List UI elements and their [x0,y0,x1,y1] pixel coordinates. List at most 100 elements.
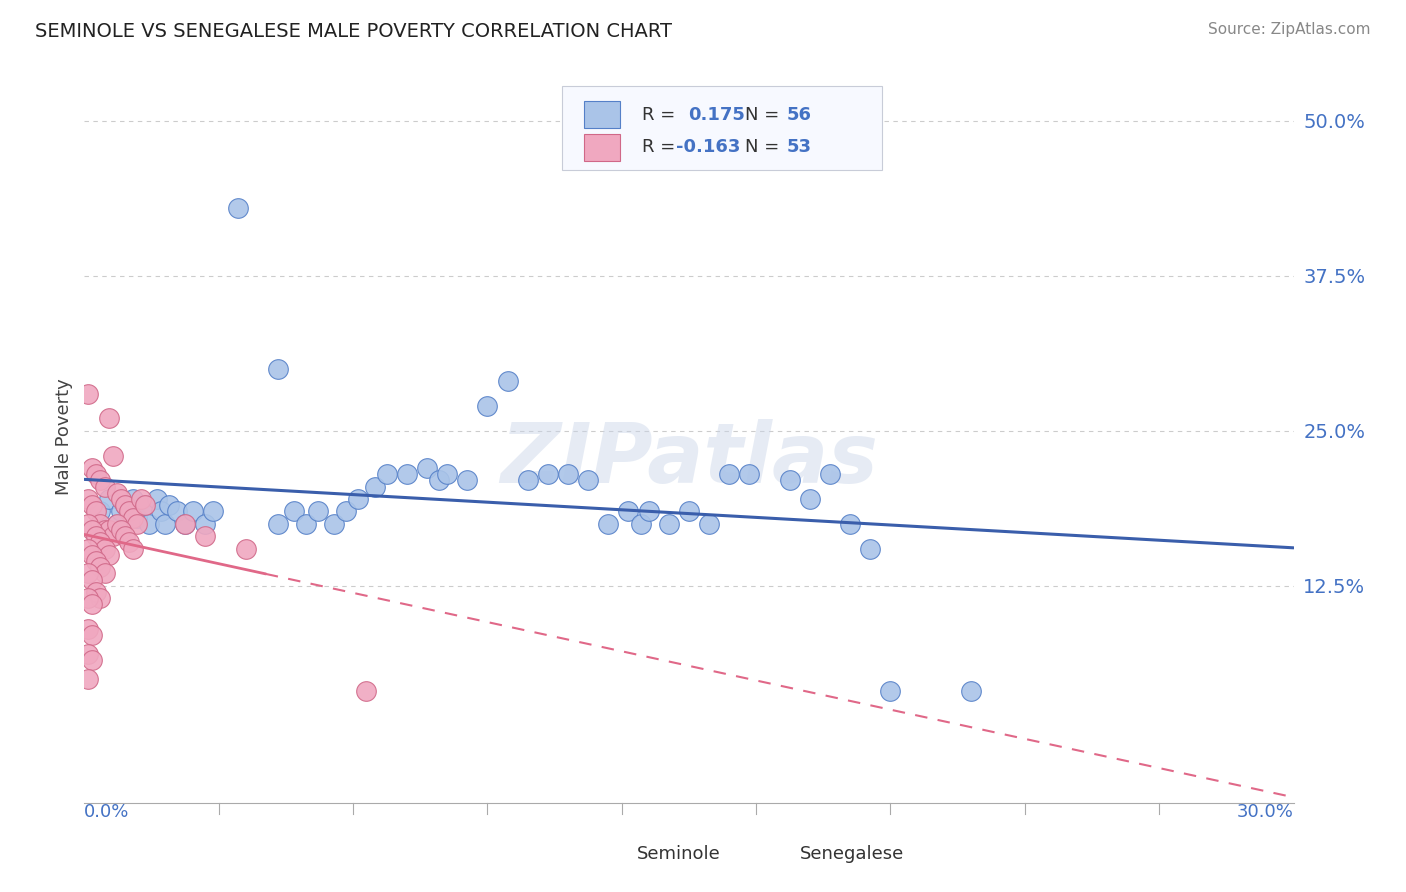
Point [82,573,104,587]
Point [202,504,225,518]
Point [77,386,100,401]
Point [101,529,124,543]
Point [77,566,100,581]
Point [77,622,100,636]
Point [114,498,136,512]
Point [347,491,370,506]
Point [105,516,128,531]
Point [118,504,141,518]
Point [110,523,132,537]
Point [121,510,143,524]
Point [121,541,143,556]
Point [395,467,418,482]
Point [146,491,169,506]
Point [960,684,983,698]
Point [839,516,862,531]
Point [89,504,111,518]
Point [537,467,560,482]
Point [323,516,346,531]
Point [82,628,104,642]
Point [456,474,478,488]
Point [93,523,115,537]
Point [77,591,100,606]
Point [267,362,290,376]
Point [181,504,204,518]
Point [82,653,104,667]
Point [93,541,115,556]
Point [93,566,115,581]
Point [86,504,108,518]
FancyBboxPatch shape [562,86,883,170]
Point [97,491,120,506]
Point [818,467,841,482]
Point [97,548,120,562]
Point [738,467,761,482]
Point [82,523,104,537]
Point [375,467,398,482]
Point [859,541,882,556]
Point [363,480,385,494]
Point [166,504,188,518]
Point [86,554,108,568]
Point [82,598,104,612]
Point [226,201,249,215]
Text: R =: R = [641,105,681,123]
Bar [583,134,620,161]
Text: 0.0%: 0.0% [84,803,129,821]
Point [129,491,152,506]
Point [149,504,172,518]
Bar [762,842,789,866]
Point [110,504,132,518]
Text: -0.163: -0.163 [676,138,740,156]
Point [416,461,439,475]
Point [89,560,111,574]
Text: 30.0%: 30.0% [1237,803,1294,821]
Point [427,474,450,488]
Point [97,411,120,425]
Point [598,516,620,531]
Point [89,591,111,606]
Point [718,467,741,482]
Point [101,449,124,463]
Text: Senegalese: Senegalese [800,845,904,863]
Point [89,535,111,549]
Point [86,529,108,543]
Point [134,498,156,512]
Point [516,474,538,488]
Point [77,541,100,556]
Point [93,480,115,494]
Point [82,498,104,512]
Point [97,523,120,537]
Text: SEMINOLE VS SENEGALESE MALE POVERTY CORRELATION CHART: SEMINOLE VS SENEGALESE MALE POVERTY CORR… [35,22,672,41]
Text: ZIPatlas: ZIPatlas [501,418,877,500]
Point [86,467,108,482]
Point [77,516,100,531]
Point [86,585,108,599]
Point [557,467,579,482]
Text: Source: ZipAtlas.com: Source: ZipAtlas.com [1208,22,1371,37]
Point [77,491,100,506]
Point [125,510,148,524]
Point [194,529,217,543]
Point [576,474,599,488]
Point [637,504,659,518]
Point [194,516,217,531]
Point [436,467,458,482]
Text: 56: 56 [787,105,811,123]
Point [307,504,329,518]
Point [295,516,318,531]
Text: N =: N = [745,138,785,156]
Text: 53: 53 [787,138,811,156]
Point [77,647,100,661]
Point [134,498,156,512]
Point [153,516,176,531]
Point [697,516,720,531]
Point [477,399,499,413]
Y-axis label: Male Poverty: Male Poverty [55,379,73,495]
Point [617,504,640,518]
Point [678,504,700,518]
Point [174,516,197,531]
Point [82,548,104,562]
Point [879,684,901,698]
Text: R =: R = [641,138,681,156]
